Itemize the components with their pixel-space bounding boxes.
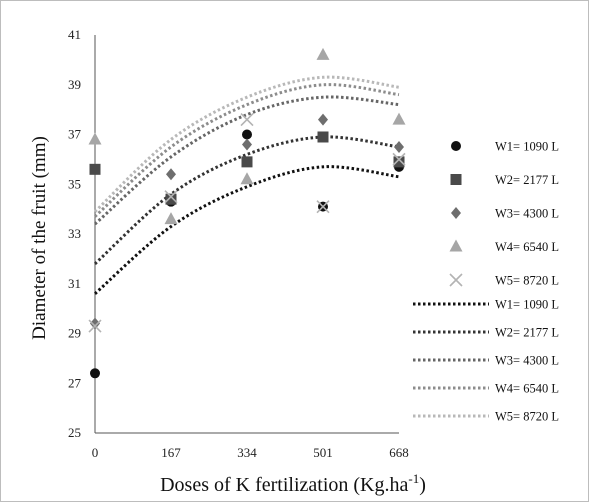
y-tick-label: 29: [68, 326, 81, 341]
point-series-5: [240, 113, 254, 127]
y-tick-label: 33: [68, 226, 81, 241]
x-axis-label: Doses of K fertilization (Kg.ha-1): [160, 471, 426, 496]
x-tick-label: 334: [237, 445, 257, 460]
legend-label-4: W4= 6540 L: [495, 240, 559, 254]
x-axis-label-superscript: -1: [408, 471, 419, 486]
y-tick-label: 39: [68, 77, 81, 92]
data-points: [88, 47, 406, 379]
point-series-4: [392, 112, 406, 125]
y-tick-label: 37: [68, 127, 82, 142]
point-series-2: [165, 193, 177, 205]
x-axis-label-main: Doses of K fertilization (Kg.ha: [160, 474, 408, 496]
trendline-4: [93, 83, 400, 218]
legend-trendline-label-1: W1= 1090 L: [495, 298, 559, 312]
point-series-5: [88, 319, 102, 333]
point-series-4: [240, 172, 254, 185]
legend-label-5: W5= 8720 L: [495, 274, 559, 288]
point-series-3: [394, 140, 404, 153]
legend-trendline-label-5: W5= 8720 L: [495, 410, 559, 424]
point-series-3: [90, 317, 100, 330]
point-series-3: [318, 113, 328, 126]
point-series-2: [317, 131, 329, 143]
point-series-3: [242, 138, 252, 151]
legend-label-2: W2= 2177 L: [495, 173, 559, 187]
legend-marker-5: [449, 273, 463, 287]
x-tick-label: 167: [161, 445, 181, 460]
x-tick-label: 668: [389, 445, 409, 460]
trendline-1: [94, 165, 400, 295]
trendline-2: [93, 135, 400, 265]
legend-label-3: W3= 4300 L: [495, 207, 559, 221]
y-tick-label: 41: [68, 27, 81, 42]
y-tick-label: 31: [68, 276, 81, 291]
x-tick-label: 0: [92, 445, 99, 460]
trendline-5: [93, 75, 400, 213]
point-series-5: [164, 190, 178, 204]
point-series-2: [89, 163, 101, 175]
y-tick-label: 35: [68, 176, 81, 191]
legend-marker-1: [451, 141, 461, 151]
point-series-1: [90, 368, 100, 379]
legend-marker-4: [449, 239, 463, 252]
legend: W1= 1090 L W2= 2177 L W3= 4300 L W4= 6540 L…: [413, 140, 559, 424]
point-series-2: [393, 156, 405, 168]
x-tick-label: 501: [313, 445, 333, 460]
x-axis-label-close: ): [419, 474, 426, 496]
y-tick-label: 25: [68, 425, 81, 440]
legend-marker-3: [451, 207, 461, 219]
point-series-4: [316, 47, 330, 60]
point-series-4: [164, 212, 178, 225]
point-series-2: [241, 156, 253, 168]
legend-marker-2: [450, 174, 462, 185]
axes: [94, 35, 399, 434]
y-tick-label: 27: [68, 375, 82, 390]
point-series-3: [166, 168, 176, 181]
point-series-1: [242, 129, 252, 140]
legend-trendline-label-3: W3= 4300 L: [495, 354, 559, 368]
y-axis-label: Diameter of the fruit (mm): [29, 136, 50, 340]
legend-label-1: W1= 1090 L: [495, 140, 559, 154]
point-series-4: [88, 132, 102, 145]
legend-trendline-label-4: W4= 6540 L: [495, 382, 559, 396]
point-series-5: [316, 200, 330, 214]
tick-labels: 25 27 29 31 33 35 37 39 41 0 167 334 501 668: [68, 27, 409, 460]
trendlines: [93, 75, 400, 295]
trendline-3: [94, 95, 400, 226]
legend-trendline-label-2: W2= 2177 L: [495, 326, 559, 340]
point-series-5: [392, 152, 406, 166]
